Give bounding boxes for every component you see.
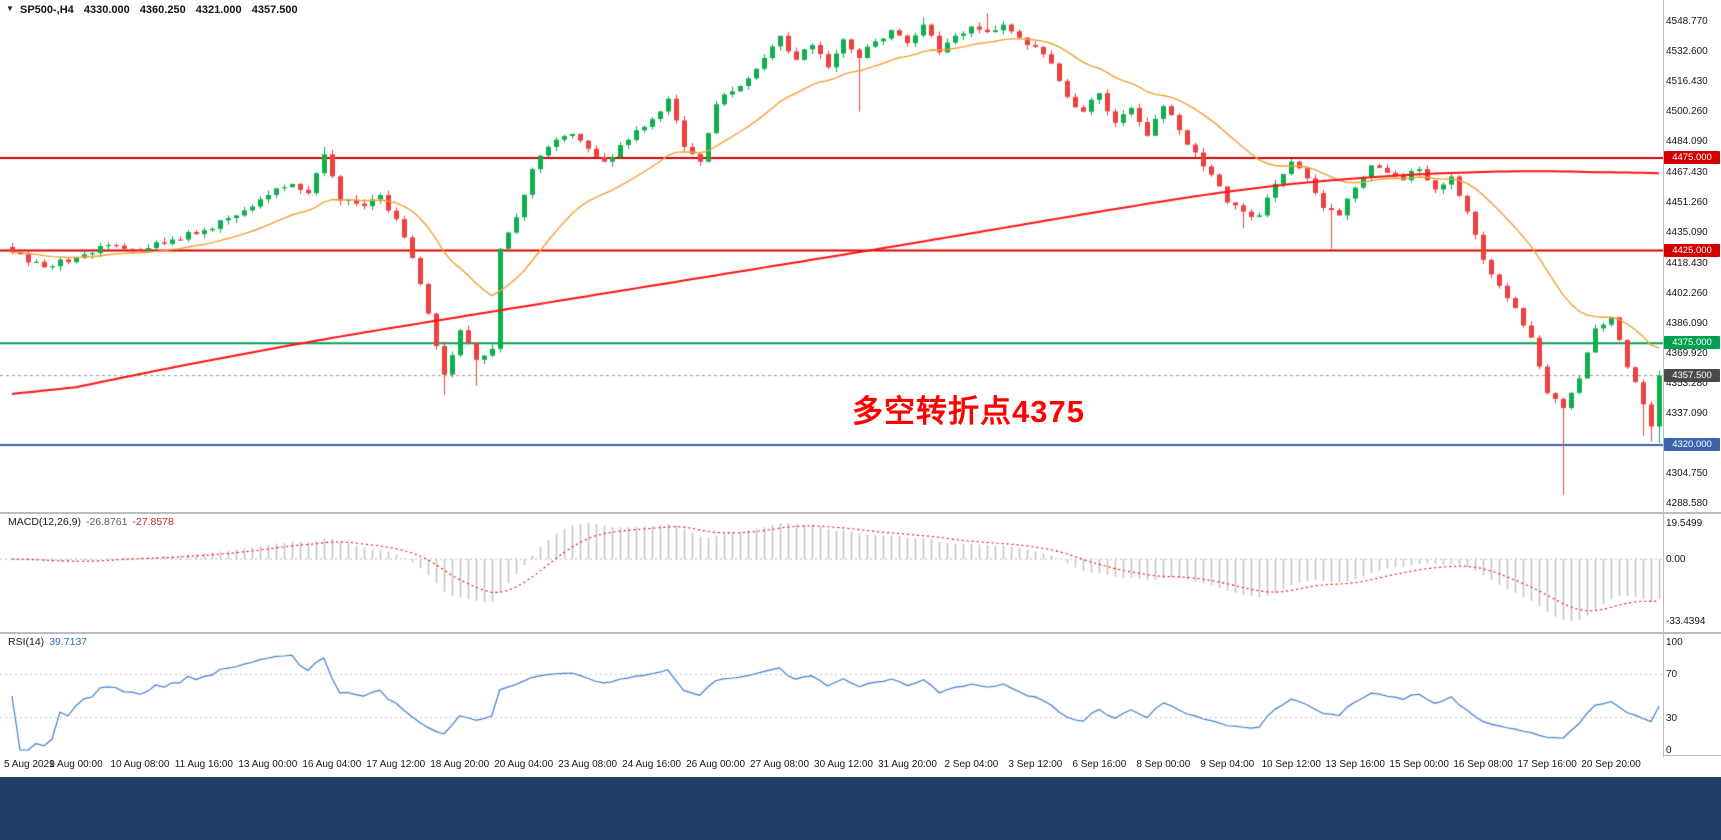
time-axis-label: 24 Aug 16:00 [622,759,682,770]
price-axis-label: 4369.920 [1666,347,1708,359]
price-axis-label: 4386.090 [1666,317,1708,329]
time-axis-label: 10 Sep 12:00 [1261,759,1321,770]
time-axis[interactable]: 5 Aug 2021 9 Aug 00:00 10 Aug 08:00 11 Aug … [0,755,1663,777]
time-axis-label: 9 Aug 00:00 [49,759,103,770]
time-axis-label: 27 Aug 08:00 [750,759,810,770]
price-axis-label: 4532.600 [1666,46,1708,58]
macd-name: MACD(12,26,9) [8,516,81,528]
bottom-bar [0,777,1721,840]
macd-main-value: -26.8761 [85,516,128,528]
low-value: 4321.000 [195,4,242,16]
price-axis-label: 4467.430 [1666,167,1708,179]
price-axis-separator [1663,0,1664,757]
price-axis-label: 4500.260 [1666,106,1708,118]
time-axis-label: 18 Aug 20:00 [430,759,490,770]
macd-signal-value: -27.8578 [132,516,174,528]
price-axis[interactable]: 4548.770 4532.600 4516.430 4500.260 4484.090… [1663,0,1721,757]
rsi-axis-label: 30 [1666,712,1678,724]
price-axis-label: 4353.280 [1666,378,1708,390]
symbol-timeframe: SP500-,H4 [19,4,74,16]
time-axis-label: 2 Sep 04:00 [944,759,999,770]
price-axis-label: 4418.430 [1666,257,1708,269]
rsi-axis-label: 100 [1666,637,1683,648]
price-axis-label: 4484.090 [1666,136,1708,148]
time-axis-label: 10 Aug 08:00 [110,759,170,770]
time-axis-label: 20 Aug 04:00 [494,759,554,770]
rsi-value: 39.7137 [49,636,88,648]
rsi-axis-label: 70 [1666,669,1678,681]
price-tag: 4475.000 [1664,151,1720,164]
rsi-axis-label: 0 [1666,745,1672,756]
time-axis-label: 11 Aug 16:00 [174,759,233,770]
rsi-name: RSI(14) [8,636,45,648]
time-axis-label: 30 Aug 12:00 [814,759,873,770]
price-axis-label: 4304.750 [1666,468,1708,480]
price-axis-label: 4548.770 [1666,16,1708,28]
time-axis-label: 17 Sep 16:00 [1517,759,1577,770]
price-axis-label: 4402.260 [1666,287,1708,299]
time-axis-label: 16 Aug 04:00 [302,759,362,770]
macd-axis-label: 0.00 [1666,554,1686,566]
price-axis-label: 4435.090 [1666,226,1708,238]
price-tag: 4425.000 [1664,243,1720,257]
price-tag: 4375.000 [1664,336,1720,350]
time-axis-label: 20 Sep 20:00 [1581,759,1641,770]
macd-axis-label: -33.4394 [1666,616,1706,628]
price-axis-label: 4337.090 [1666,408,1708,420]
time-axis-label: 31 Aug 20:00 [877,759,937,770]
time-axis-label: 6 Sep 16:00 [1072,759,1127,770]
open-value: 4330.000 [83,4,130,16]
time-axis-label: 16 Sep 08:00 [1453,759,1513,770]
symbol-marker-icon: ▼ [6,4,14,13]
panel-splitter[interactable] [0,512,1721,514]
high-value: 4360.250 [139,4,186,16]
chart-canvas[interactable] [0,0,1663,757]
price-axis-label: 4288.580 [1666,498,1708,510]
time-axis-label: 13 Sep 16:00 [1325,759,1385,770]
time-axis-label: 15 Sep 00:00 [1389,759,1449,770]
price-axis-label: 4516.430 [1666,76,1708,88]
time-axis-label: 3 Sep 12:00 [1008,759,1063,770]
chart-ohlc-header: ▼ SP500-,H4 4330.000 4360.250 4321.000 4… [6,4,305,16]
price-axis-label: 4451.260 [1666,196,1708,208]
price-tag: 4320.000 [1664,438,1720,452]
time-axis-label: 13 Aug 00:00 [238,759,298,770]
time-axis-label: 17 Aug 12:00 [366,759,426,770]
time-axis-label: 5 Aug 2021 [4,759,55,770]
price-tag: 4357.500 [1664,368,1720,382]
close-value: 4357.500 [251,4,298,16]
rsi-indicator-label: RSI(14) 39.7137 [8,636,87,648]
time-axis-label: 23 Aug 08:00 [558,759,618,770]
time-axis-label: 26 Aug 00:00 [686,759,746,770]
time-axis-label: 9 Sep 04:00 [1200,759,1255,770]
chart-annotation-text[interactable]: 多空转折点4375 [852,394,1085,429]
macd-indicator-label: MACD(12,26,9) -26.8761 -27.8578 [8,516,174,528]
panel-splitter[interactable] [0,632,1721,634]
macd-axis-label: 19.5499 [1666,517,1703,529]
time-axis-label: 8 Sep 00:00 [1136,759,1191,770]
